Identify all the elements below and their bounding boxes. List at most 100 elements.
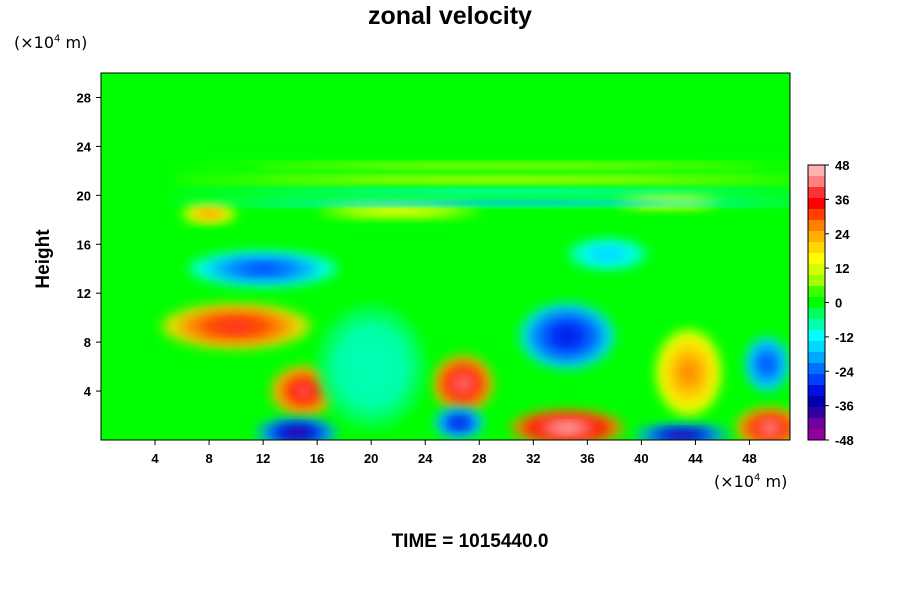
colorbar-tick-label: -48	[835, 433, 854, 448]
colorbar-swatch	[808, 341, 825, 353]
contour-level	[761, 422, 779, 433]
colorbar-swatch	[808, 242, 825, 254]
colorbar-swatch	[808, 220, 825, 232]
contour-feature	[168, 162, 790, 170]
y-unit-prefix: (×10	[14, 33, 55, 52]
x-tick-label: 8	[205, 451, 212, 466]
contour-feature	[161, 304, 311, 349]
contour-level	[455, 376, 471, 391]
colorbar-swatch	[808, 286, 825, 298]
x-tick-label: 32	[526, 451, 540, 466]
contour-level	[421, 165, 591, 167]
y-tick-label: 24	[77, 139, 92, 154]
colorbar-swatch	[808, 165, 825, 177]
y-tick-label: 20	[77, 188, 91, 203]
colorbar-swatch	[808, 363, 825, 375]
x-tick-label: 24	[418, 451, 433, 466]
contour-feature	[745, 337, 789, 392]
colorbar-tick-label: 12	[835, 261, 849, 276]
colorbar-swatch	[808, 330, 825, 342]
contour-feature	[567, 239, 649, 269]
x-tick-label: 12	[256, 451, 270, 466]
contour-feature	[634, 425, 730, 440]
x-tick-label: 36	[580, 451, 594, 466]
x-tick-label: 48	[742, 451, 756, 466]
x-axis: 4 8 12 16 20 24 28 32 36 40 44 48	[151, 440, 757, 466]
contour-level	[295, 384, 312, 398]
colorbar-tick-label: 24	[835, 227, 850, 242]
x-tick-label: 20	[364, 451, 378, 466]
contour-level	[421, 178, 591, 181]
colorbar-tick-label: 48	[835, 158, 849, 173]
colorbar-swatch	[808, 385, 825, 397]
colorbar-tick-label: -12	[835, 330, 854, 345]
x-unit-exponent: 4	[754, 472, 761, 484]
contour-feature	[168, 188, 790, 195]
contour-level	[421, 201, 591, 204]
colorbar-swatch	[808, 264, 825, 276]
contour-level	[761, 357, 773, 371]
colorbar-tick-label: -24	[835, 364, 855, 379]
colorbar-swatch	[808, 231, 825, 243]
time-label: TIME = 1015440.0	[391, 531, 549, 552]
colorbar-swatch	[808, 352, 825, 364]
colorbar-swatch	[808, 374, 825, 386]
colorbar-swatch	[808, 297, 825, 309]
y-tick-label: 16	[77, 237, 91, 252]
contour-level	[217, 320, 255, 332]
contour-feature	[271, 366, 337, 416]
y-tick-label: 4	[84, 384, 92, 399]
contour-feature	[656, 329, 722, 416]
y-tick-label: 28	[77, 90, 91, 105]
colorbar-swatch	[808, 308, 825, 320]
colorbar-swatch	[808, 429, 825, 441]
x-tick-label: 28	[472, 451, 486, 466]
plot-frame	[100, 72, 791, 441]
contour-feature	[168, 199, 790, 206]
y-axis-unit: (×104 m)	[14, 33, 87, 52]
colorbar-swatch	[808, 319, 825, 331]
colorbar-swatch	[808, 198, 825, 210]
colorbar-swatch	[808, 418, 825, 430]
x-tick-label: 4	[151, 451, 159, 466]
colorbar-swatch	[808, 253, 825, 265]
contour-level	[377, 208, 419, 212]
y-tick-label: 8	[84, 335, 91, 350]
contour-level	[244, 264, 282, 274]
contour-feature	[168, 175, 790, 184]
contour-feature	[510, 410, 624, 440]
contour-level	[670, 432, 694, 438]
colorbar-tick-label: 0	[835, 296, 842, 311]
contour-level	[597, 250, 618, 258]
y-unit-suffix: m)	[60, 33, 88, 52]
y-unit-exponent: 4	[54, 33, 61, 45]
x-tick-label: 40	[634, 451, 648, 466]
colorbar-swatch	[808, 209, 825, 221]
colorbar-swatch	[808, 396, 825, 408]
contour-level	[555, 327, 579, 345]
contour-level	[421, 190, 591, 193]
colorbar-swatch	[808, 407, 825, 419]
colorbar: 48 36 24 12 0 -12 -24 -36 -48	[807, 158, 855, 448]
x-tick-label: 44	[688, 451, 703, 466]
contour-feature	[182, 205, 237, 223]
colorbar-swatch	[808, 187, 825, 199]
colorbar-swatch	[808, 176, 825, 188]
contour-level	[552, 423, 582, 433]
y-tick-label: 12	[77, 286, 91, 301]
y-axis: 4 8 12 16 20 24 28	[77, 90, 101, 399]
x-tick-label: 16	[310, 451, 324, 466]
contour-feature	[317, 202, 480, 218]
contour-field	[161, 162, 790, 440]
contour-feature	[317, 305, 426, 428]
contour-level	[202, 211, 216, 216]
colorbar-swatch	[808, 275, 825, 287]
colorbar-tick-label: 36	[835, 192, 849, 207]
x-unit-suffix: m)	[760, 472, 788, 491]
contour-level	[357, 351, 385, 382]
contour-feature	[256, 419, 338, 440]
contour-level	[286, 429, 308, 437]
x-unit-prefix: (×10	[714, 472, 755, 491]
contour-level	[452, 419, 466, 427]
